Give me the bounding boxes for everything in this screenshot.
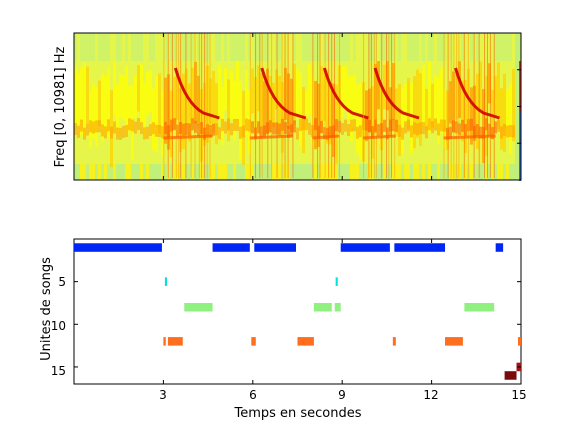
harmonic-band (312, 134, 340, 140)
spectrogram-axes: Freq [0, 10981] Hz (53, 32, 522, 181)
unit-1-segment (495, 243, 504, 252)
harmonic-band (163, 134, 213, 140)
harmonic-band (249, 134, 294, 140)
spectrogram-edge-blue (519, 111, 521, 181)
unit-1-segment (74, 243, 162, 252)
spectrogram-edge-red (519, 61, 521, 111)
unit-16-segment (504, 371, 517, 380)
units-bars (74, 243, 521, 380)
ytick-label-10: 10 (51, 319, 66, 333)
xtick-label-9: 9 (338, 388, 346, 402)
unit-12-segment (163, 337, 166, 346)
syllable-sweep (322, 67, 369, 120)
harmonic-band (443, 134, 496, 140)
ytick-label-15: 15 (51, 364, 66, 378)
xtick-label-15: 15 (511, 388, 526, 402)
unit-12-segment (518, 337, 521, 346)
units-tick-marks (74, 239, 522, 384)
unit-12-segment (251, 337, 256, 346)
unit-8-segment (334, 302, 341, 312)
spectrogram-ylabel: Freq [0, 10981] Hz (53, 46, 68, 167)
unit-12-segment (297, 337, 314, 346)
unit-8-segment (184, 302, 213, 312)
syllable-sweep (373, 67, 420, 120)
syllable-sweep (260, 67, 307, 120)
unit-12-segment (445, 337, 463, 346)
unit-8-segment (464, 302, 495, 312)
units-ylabel: Unites de songs (39, 257, 54, 361)
spectrogram-image (74, 33, 521, 181)
unit-12-segment (392, 337, 396, 346)
song-units-axes: 5 10 15 3 6 9 12 15 Unites de songs Temp… (39, 238, 527, 421)
unit-5-segment (335, 277, 338, 286)
units-plot-frame (73, 238, 522, 385)
syllable-sweep (173, 67, 220, 120)
xtick-label-12: 12 (423, 388, 438, 402)
unit-12-segment (167, 337, 183, 346)
harmonic-band (362, 134, 396, 140)
unit-8-segment (313, 302, 332, 312)
unit-1-segment (394, 243, 446, 252)
ytick-label-5: 5 (58, 275, 66, 289)
spectrogram-tick-marks (162, 33, 521, 180)
unit-1-segment (212, 243, 250, 252)
syllable-sweep (454, 67, 500, 120)
units-xlabel: Temps en secondes (233, 406, 361, 421)
xtick-label-3: 3 (159, 388, 167, 402)
unit-1-segment (340, 243, 390, 252)
unit-1-segment (254, 243, 297, 252)
xtick-label-6: 6 (249, 388, 257, 402)
unit-5-segment (164, 277, 167, 286)
